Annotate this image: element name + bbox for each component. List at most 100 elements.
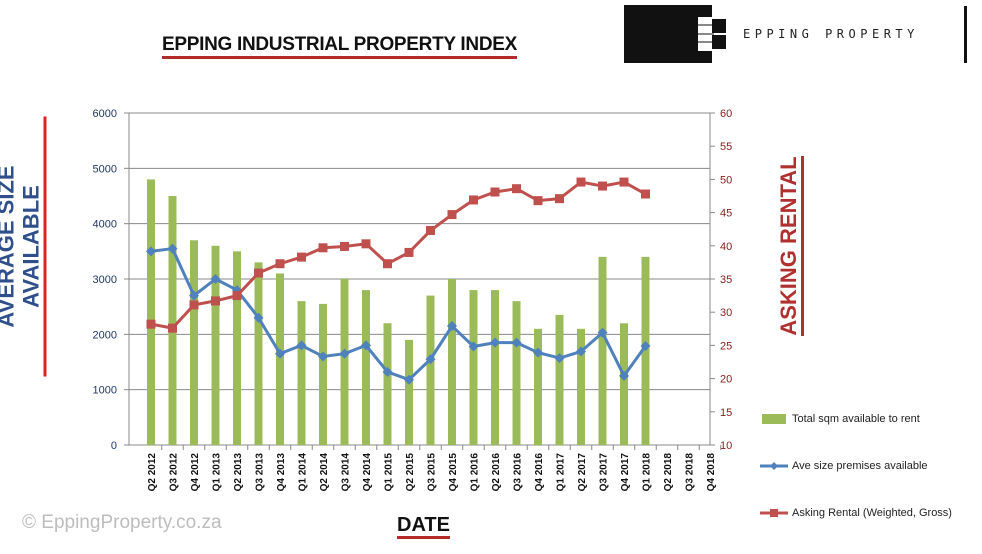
asking-rental-point [318,243,328,253]
x-tick-label: Q2 2013 [233,453,244,492]
ave-size-point [339,348,350,359]
x-tick-label: Q3 2012 [169,453,180,492]
bar-q4-2015 [448,279,456,445]
bar-q4-2014 [362,290,370,445]
y-tick-label: 1000 [93,385,117,397]
y2-tick-label: 40 [720,241,732,253]
x-tick-label: Q4 2018 [706,453,717,492]
ave-size-point [511,337,522,348]
ave-size-point [318,351,328,362]
x-tick-label: Q2 2015 [405,453,416,492]
asking-rental-point [447,210,457,220]
bar-q4-2013 [276,273,284,445]
x-tick-label: Q1 2018 [642,453,653,492]
bar-q2-2013 [233,251,241,445]
x-tick-label: Q2 2014 [319,453,330,492]
asking-rental-point [576,177,586,187]
y-tick-label: 5000 [93,163,117,175]
bar-q2-2017 [577,328,585,445]
ave-size-point [382,366,393,377]
x-tick-label: Q4 2016 [534,453,545,492]
ave-size-point [447,321,457,332]
ave-size-point [361,340,371,351]
asking-rental-point [189,300,199,310]
legend-item-ave-size: Ave size premises available [760,460,928,472]
asking-rental-point [254,268,263,278]
ave-size-point [468,341,479,352]
bar-q1-2015 [383,323,392,445]
y2-tick-label: 55 [720,141,732,153]
x-tick-label: Q4 2017 [620,453,631,492]
asking-rental-point [598,181,607,191]
bar-q3-2015 [426,295,435,445]
x-tick-label: Q4 2013 [276,453,287,492]
legend-label: Total sqm available to rent [792,413,920,425]
legend-line-swatch [760,509,788,517]
ave-size-point [576,346,586,357]
asking-rental-point [469,195,478,205]
bar-q1-2014 [297,301,306,445]
bar-q3-2016 [512,301,521,445]
ave-size-line [150,246,647,382]
legend-label: Ave size premises available [792,460,928,472]
x-tick-label: Q3 2016 [513,453,524,492]
y-tick-label: 4000 [93,219,117,231]
ave-size-point [146,246,156,257]
ave-size-point [253,312,264,323]
legend-line-swatch [760,462,788,470]
x-tick-label: Q2 2012 [147,453,158,492]
asking-rental-point [297,252,306,262]
ave-size-point [210,274,221,284]
ave-size-point [640,340,651,351]
asking-rental-point [619,177,629,187]
watermark: © EppingProperty.co.za [22,512,222,533]
ave-size-point [619,370,629,381]
x-tick-label: Q4 2015 [448,453,459,492]
ave-size-point [296,340,307,351]
x-tick-label: Q3 2015 [427,453,438,492]
asking-rental-point [340,241,349,251]
ave-size-point [425,354,436,365]
bar-q1-2013 [211,245,220,445]
ave-size-point [554,353,565,364]
x-tick-label: Q3 2013 [255,453,266,492]
legend-item-rental: Asking Rental (Weighted, Gross) [760,507,952,519]
asking-rental-point [361,239,371,249]
x-tick-label: Q2 2018 [663,453,674,492]
legend-label: Asking Rental (Weighted, Gross) [792,507,952,519]
bar-q3-2012 [168,196,177,445]
y2-tick-label: 20 [720,374,732,386]
y2-tick-label: 45 [720,208,732,220]
legend-bar-swatch [762,414,786,424]
asking-rental-point [641,189,650,199]
x-tick-label: Q1 2016 [470,453,481,492]
y2-tick-label: 60 [720,108,732,120]
asking-rental-point [490,187,500,197]
divider [964,6,967,63]
bar-q4-2017 [620,323,628,445]
asking-rental-point [383,259,392,269]
x-tick-label: Q3 2014 [341,453,352,492]
y2-tick-label: 15 [720,407,732,419]
ave-size-point [490,337,500,348]
x-tick-label: Q2 2016 [491,453,502,492]
ave-size-point [189,290,199,301]
ave-size-point [275,348,285,359]
asking-rental-line [150,180,647,330]
bar-q2-2012 [147,179,155,445]
legend-item-total-sqm: Total sqm available to rent [760,413,920,425]
asking-rental-point [426,226,435,236]
ave-size-point [167,243,178,254]
brand-name: EPPING PROPERTY [743,27,919,41]
y2-tick-label: 10 [720,440,732,452]
x-tick-label: Q1 2017 [556,453,567,492]
y-tick-label: 0 [111,440,117,452]
epping-property-logo [624,5,726,63]
x-tick-label: Q1 2015 [384,453,395,492]
asking-rental-point [211,296,220,306]
x-tick-label: Q3 2018 [685,453,696,492]
x-tick-label: Q4 2014 [362,453,373,492]
y2-tick-label: 25 [720,340,732,352]
